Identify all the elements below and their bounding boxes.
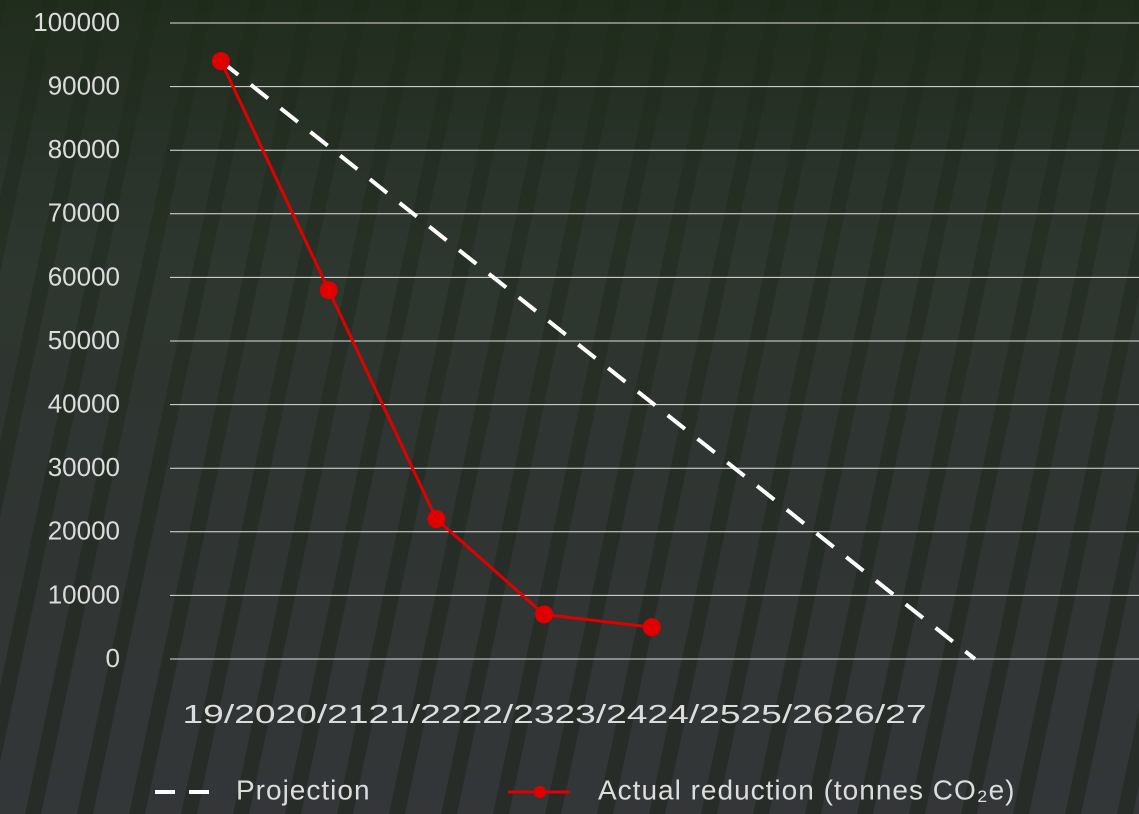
y-tick-label: 60000 [48,261,120,291]
y-tick-label: 90000 [48,70,120,100]
data-point [535,605,554,624]
x-tick-label: 26/27 [834,699,927,729]
y-tick-label: 40000 [48,388,120,418]
series-line [219,59,977,661]
y-tick-label: 30000 [48,452,120,482]
data-point [212,52,230,71]
y-tick-label: 80000 [48,134,120,164]
x-tick-label: 23/24 [555,699,648,729]
data-point [642,618,661,637]
x-tick-label: 19/20 [183,699,276,729]
y-tick-label: 70000 [48,198,120,228]
x-tick-label: 22/23 [462,699,555,729]
y-tick-label: 50000 [48,325,120,355]
x-tick-label: 25/26 [741,699,834,729]
y-tick-label: 100000 [33,7,120,37]
y-tick-label: 10000 [48,579,120,609]
data-point [427,510,446,529]
x-tick-label: 20/21 [276,699,369,729]
y-tick-label: 20000 [48,516,120,546]
plot-area: 0 10000 20000 30000 40000 50000 60000 70000 8000… [33,7,1139,805]
x-tick-label: 21/22 [369,699,462,729]
data-point [319,281,338,300]
legend-label: Actual reduction (tonnes CO₂e) [598,774,1016,805]
x-tick-label: 24/25 [648,699,741,729]
legend-label: Projection [236,774,371,805]
y-tick-label: 0 [106,643,120,673]
legend-marker [534,786,546,798]
